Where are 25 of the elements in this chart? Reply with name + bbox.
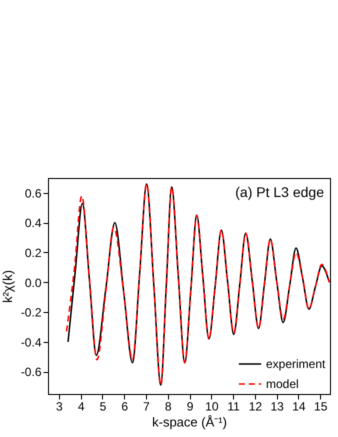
x-tick-label: 5 [100,400,107,414]
x-tick-label: 10 [205,400,219,414]
y-tick-label: 0.6 [24,186,42,200]
y-tick-label: 0.2 [24,246,42,260]
x-tick-label: 4 [78,400,85,414]
x-tick-label: 8 [164,400,172,414]
x-axis-title: k-space (Å⁻¹) [152,414,227,430]
x-tick-label: 7 [143,400,150,414]
x-tick-label: 13 [270,400,284,414]
y-tick-label: 0.0 [24,276,42,290]
x-tick-label: 9 [186,400,194,414]
y-tick-label: -0.4 [20,335,42,350]
x-tick-label: 6 [121,400,128,414]
x-tick-label: 11 [227,400,240,414]
y-tick-label: 0.4 [24,216,42,230]
x-tick-label: 15 [314,400,328,414]
annotation: (a) Pt L3 edge [235,184,324,200]
legend-label: model [266,377,299,391]
y-tick-label: -0.6 [20,365,42,380]
y-axis-title: k²χ(k) [0,270,15,303]
legend-label: experiment [266,357,326,371]
y-tick-label: -0.2 [20,306,42,320]
x-tick-label: 3 [56,400,64,414]
x-tick-label: 12 [248,400,262,414]
x-tick-label: 14 [292,400,306,414]
